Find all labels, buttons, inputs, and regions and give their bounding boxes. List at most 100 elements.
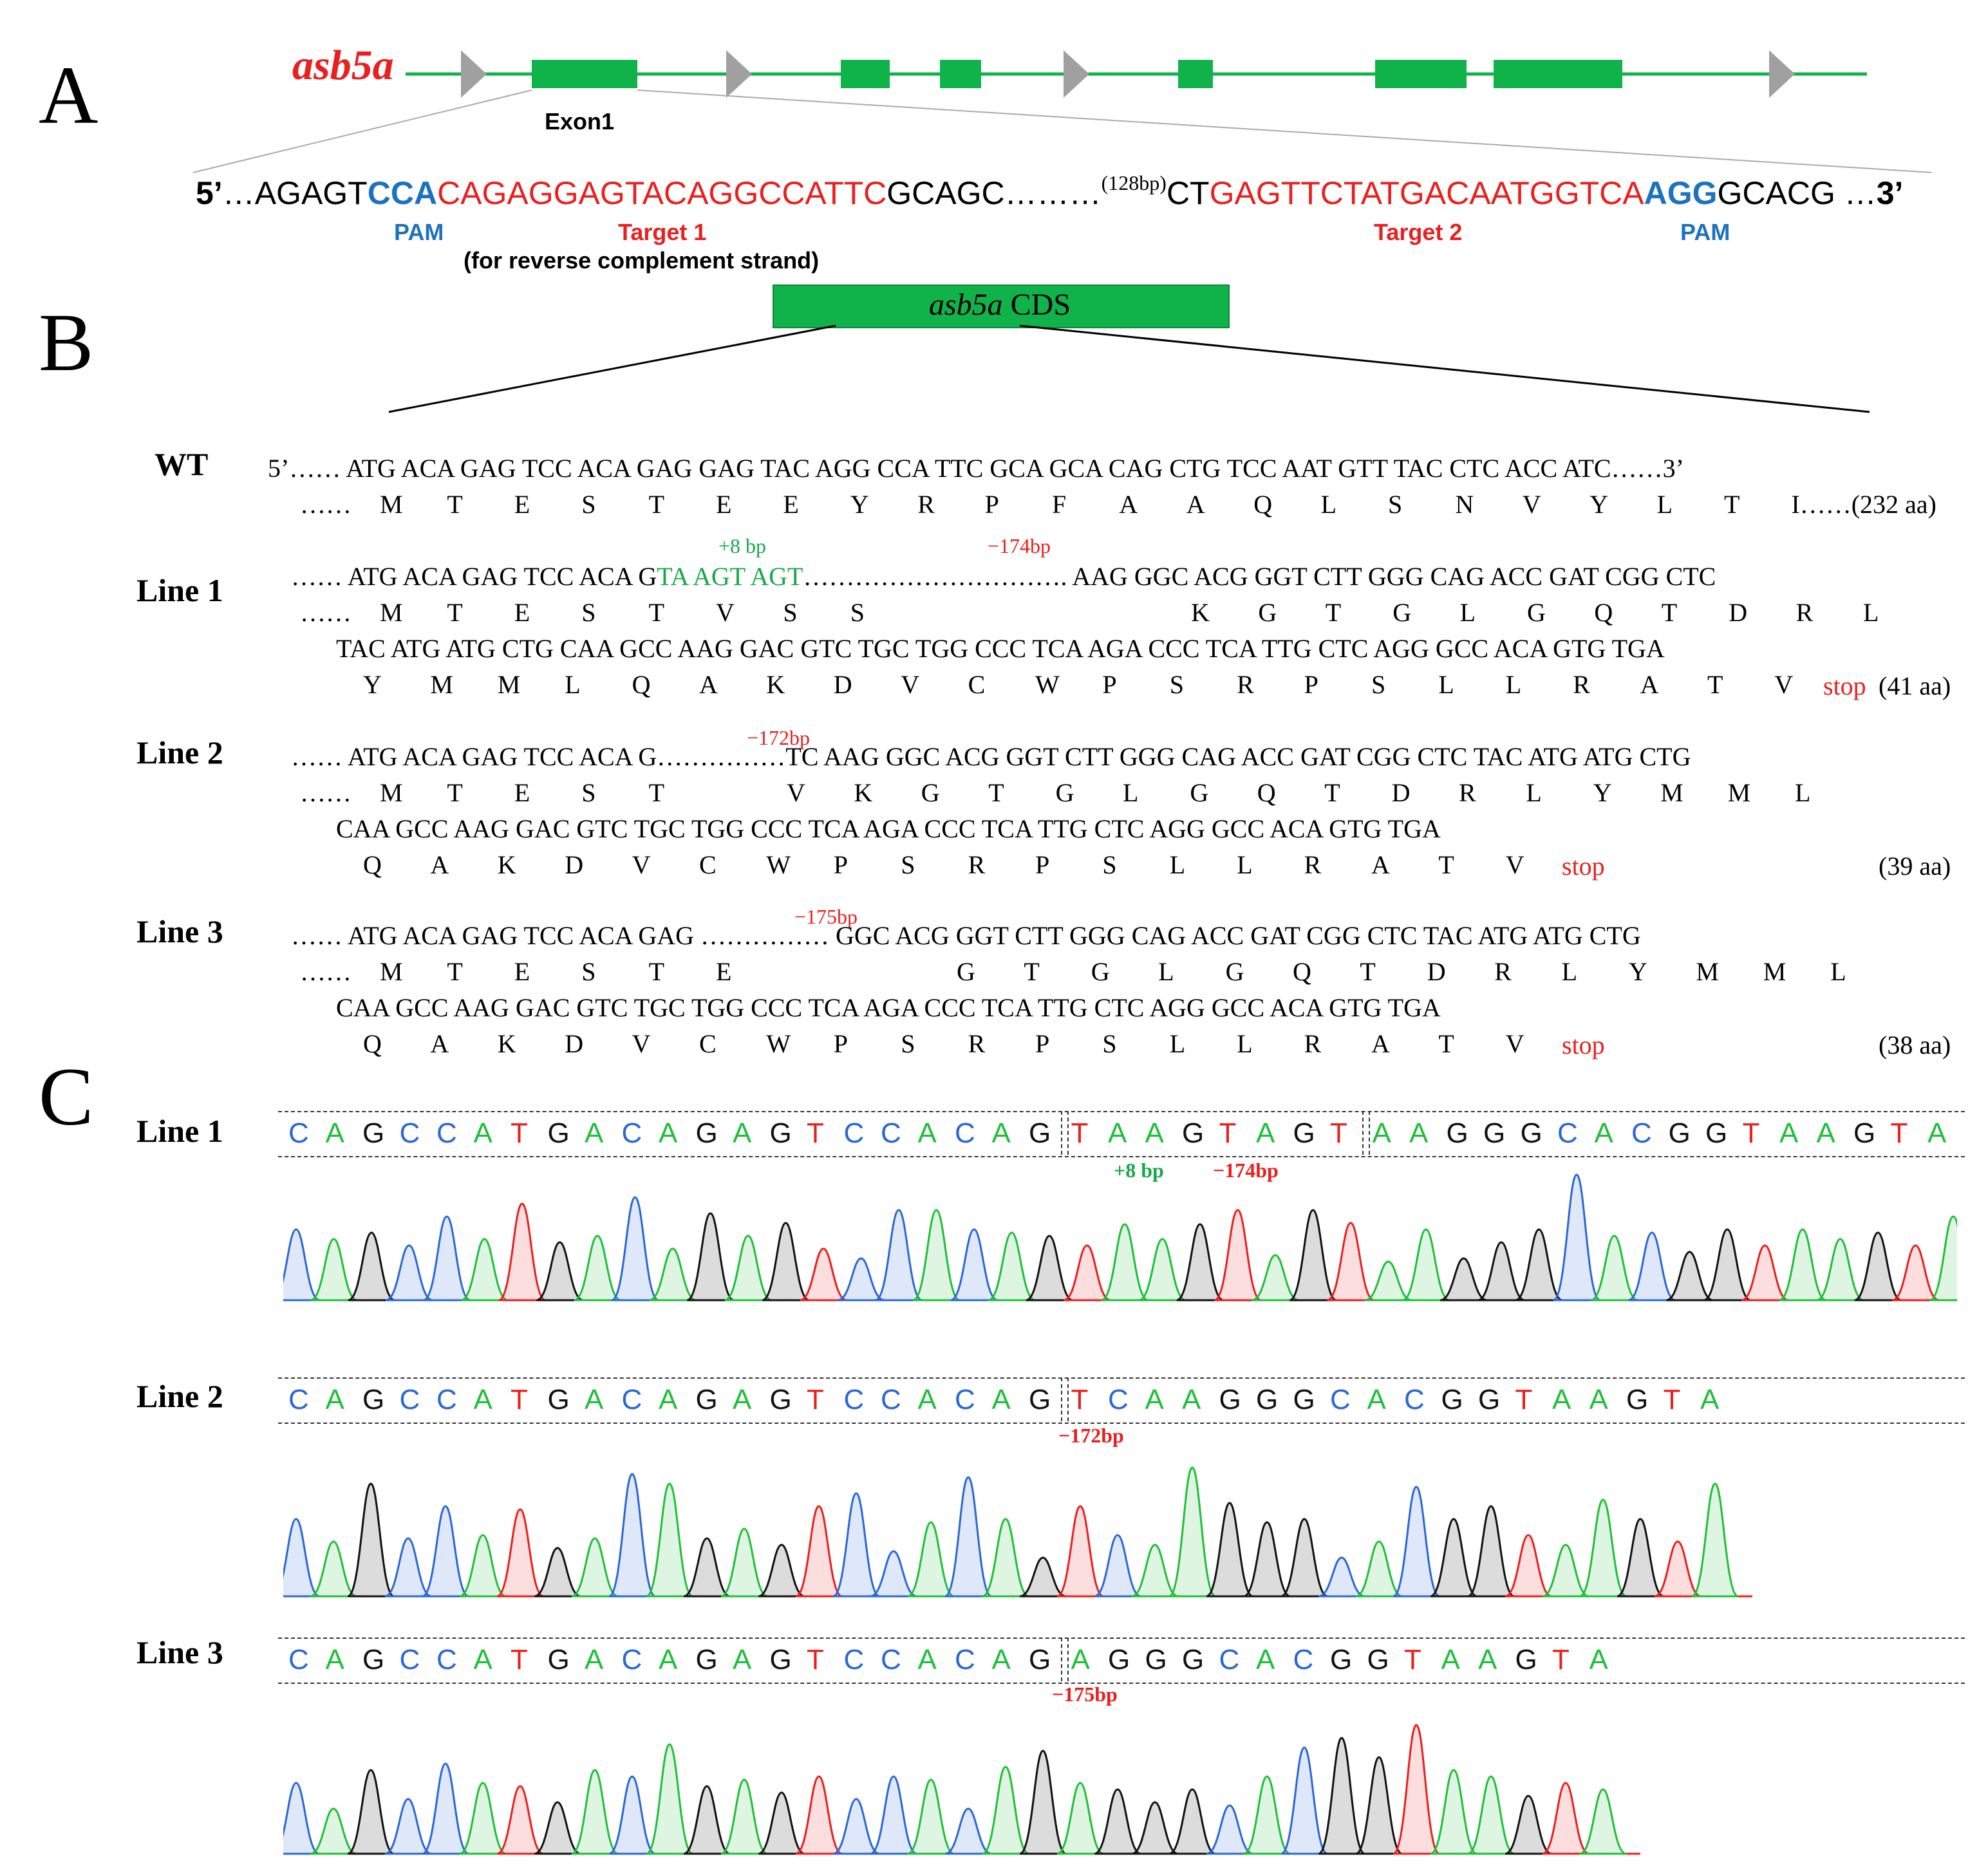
amino-acid: S	[1169, 670, 1185, 699]
amino-acid: M	[380, 957, 403, 986]
base-call: A	[1409, 1117, 1429, 1149]
trace-peak	[982, 1518, 1029, 1598]
amino-acid: T	[648, 778, 665, 807]
line2-length: (39 aa)	[1879, 852, 1951, 881]
amino-acid: L	[1158, 957, 1174, 986]
line1-seq-c: …………………………. AAG GGC ACG GGT CTT GGG CAG …	[803, 562, 1716, 591]
base-call: A	[1182, 1384, 1201, 1415]
line2-sequence-row2: CAA GCC AAG GAC GTC TGC TGG CCC TCA AGA …	[336, 814, 1441, 843]
amino-acid: S	[1388, 490, 1403, 519]
base-call: A	[473, 1644, 492, 1675]
amino-acid: S	[1102, 1029, 1117, 1058]
amino-acid: C	[968, 670, 986, 699]
line1-length: (41 aa)	[1879, 671, 1951, 700]
three-prime: 3’	[1876, 175, 1904, 211]
amino-acid: T	[1707, 670, 1723, 699]
amino-acid: P	[833, 1029, 849, 1058]
amino-acid: C	[699, 1029, 717, 1058]
trace-peak	[800, 1247, 847, 1301]
trace-peak	[1101, 1223, 1149, 1301]
amino-acid: Q	[632, 670, 651, 699]
amino-acid: Q	[1594, 598, 1613, 627]
trace-peak	[1206, 1502, 1253, 1598]
trace-peak	[870, 1550, 917, 1598]
trace-peak	[686, 1212, 735, 1301]
trace-peak	[571, 1769, 619, 1855]
base-call: A	[473, 1117, 492, 1149]
trace-peak	[422, 1762, 469, 1855]
amino-acid: L	[1237, 850, 1253, 879]
amino-acid: L	[1169, 1029, 1186, 1058]
base-call: T	[807, 1117, 824, 1149]
line2-label: Line 2	[136, 734, 223, 770]
amino-acid: P	[984, 490, 999, 519]
amino-acid: L	[565, 670, 581, 699]
base-call: A	[659, 1384, 678, 1415]
amino-acid: P	[1304, 670, 1318, 699]
amino-acid: W	[1035, 670, 1060, 699]
trace-peak	[1779, 1228, 1826, 1301]
amino-acid: R	[1459, 778, 1476, 807]
base-call: A	[585, 1384, 604, 1415]
base-call: G	[547, 1117, 570, 1149]
trace-peak	[1289, 1209, 1337, 1301]
trace-peak	[496, 1785, 544, 1855]
trace-peak	[1243, 1775, 1291, 1855]
amino-acid: E	[716, 957, 732, 986]
amino-acid: L	[1863, 598, 1879, 627]
amino-acid: Y	[1629, 957, 1647, 986]
amino-acid: A	[430, 1029, 449, 1058]
base-call: C	[955, 1384, 975, 1415]
pam-right-label: PAM	[1680, 219, 1730, 245]
trace-peak	[1019, 1749, 1067, 1855]
trace-peak	[574, 1235, 621, 1301]
amino-acid: K	[497, 850, 516, 879]
amino-acid: L	[1830, 957, 1846, 986]
base-call: A	[991, 1384, 1011, 1415]
base-call: C	[1557, 1117, 1578, 1149]
line3-label: Line 3	[136, 913, 223, 949]
trace-peak	[1579, 1498, 1627, 1598]
trace-peak	[912, 1209, 961, 1301]
amino-acid: R	[1304, 1029, 1322, 1058]
base-call: A	[659, 1117, 678, 1149]
line1-sequence-row1: …… ATG ACA GAG TCC ACA GTA AGT AGT…………………	[291, 561, 1716, 592]
trace-peak	[1056, 1505, 1104, 1598]
base-call: T	[511, 1644, 528, 1675]
base-call: T	[1219, 1117, 1237, 1149]
trace-peak	[608, 1775, 656, 1855]
trace-peak	[423, 1215, 471, 1301]
trace-peak	[536, 1241, 584, 1301]
amino-acid: V	[1505, 850, 1524, 879]
amino-acid: S	[581, 957, 596, 986]
amino-acid: R	[968, 850, 986, 879]
segment-divider	[1060, 1111, 1069, 1155]
base-call: T	[511, 1117, 528, 1149]
seq-mid-2: CT	[1166, 175, 1210, 211]
amino-acid: E	[514, 778, 530, 807]
amino-acid: E	[716, 490, 732, 519]
amino-acid: T	[1438, 1029, 1454, 1058]
trace-peak	[1393, 1486, 1440, 1598]
base-call: A	[733, 1384, 752, 1415]
line2-sequence-row1: …… ATG ACA GAG TCC ACA G……………TC AAG GGC …	[291, 742, 1691, 771]
amino-acid: V	[1522, 490, 1541, 519]
amino-acid: S	[581, 778, 596, 807]
amino-acid: Q	[1257, 778, 1276, 807]
base-call: C	[955, 1117, 975, 1149]
trace-peak	[1168, 1788, 1216, 1855]
base-call: A	[1145, 1384, 1164, 1415]
base-call: A	[1372, 1117, 1391, 1149]
target-sequence: 5’…AGAGTCCACAGAGGAGTACAGGCCATTCGCAGC………(…	[196, 171, 1903, 212]
trace-peak	[1131, 1544, 1179, 1598]
trace-peak	[1318, 1737, 1365, 1855]
amino-acid: G	[1527, 598, 1546, 627]
trace-peak	[1206, 1804, 1253, 1855]
base-call: A	[991, 1117, 1011, 1149]
base-call: G	[547, 1644, 570, 1675]
amino-acid: M	[380, 490, 403, 519]
base-call: G	[362, 1117, 385, 1149]
arrow-1	[461, 50, 487, 98]
line3-deletion-note: −175bp	[794, 905, 858, 928]
amino-acid: T	[447, 598, 463, 627]
